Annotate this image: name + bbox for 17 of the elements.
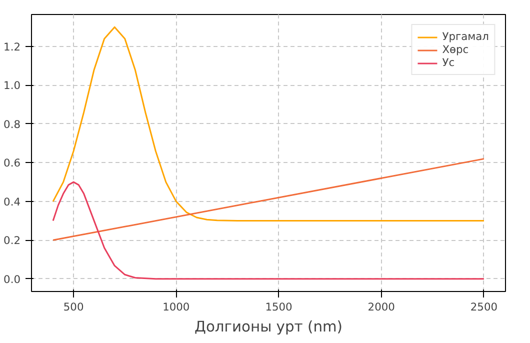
x-tick-label: 2000 bbox=[368, 300, 396, 314]
y-tick-label: 1.2 bbox=[4, 40, 21, 54]
legend-label: Ус bbox=[442, 56, 456, 69]
x-tick-label: 1500 bbox=[265, 300, 293, 314]
y-tick-label: 0.4 bbox=[4, 195, 21, 208]
y-tick-label: 1.0 bbox=[4, 79, 21, 92]
line-series bbox=[52, 181, 485, 280]
legend-label: Ургамал bbox=[442, 30, 489, 43]
y-tick-label: 0.0 bbox=[4, 272, 21, 286]
x-axis-title: Долгионы урт (nm) bbox=[194, 318, 342, 336]
y-tick-label: 0.6 bbox=[4, 156, 21, 170]
x-tick-label: 2500 bbox=[470, 300, 498, 314]
x-tick-label: 1000 bbox=[162, 300, 190, 314]
y-tick-label: 0.8 bbox=[4, 118, 21, 131]
y-tick-label: 0.2 bbox=[4, 234, 21, 248]
x-tick-label: 500 bbox=[63, 300, 84, 314]
legend-label: Хөрс bbox=[442, 43, 469, 56]
